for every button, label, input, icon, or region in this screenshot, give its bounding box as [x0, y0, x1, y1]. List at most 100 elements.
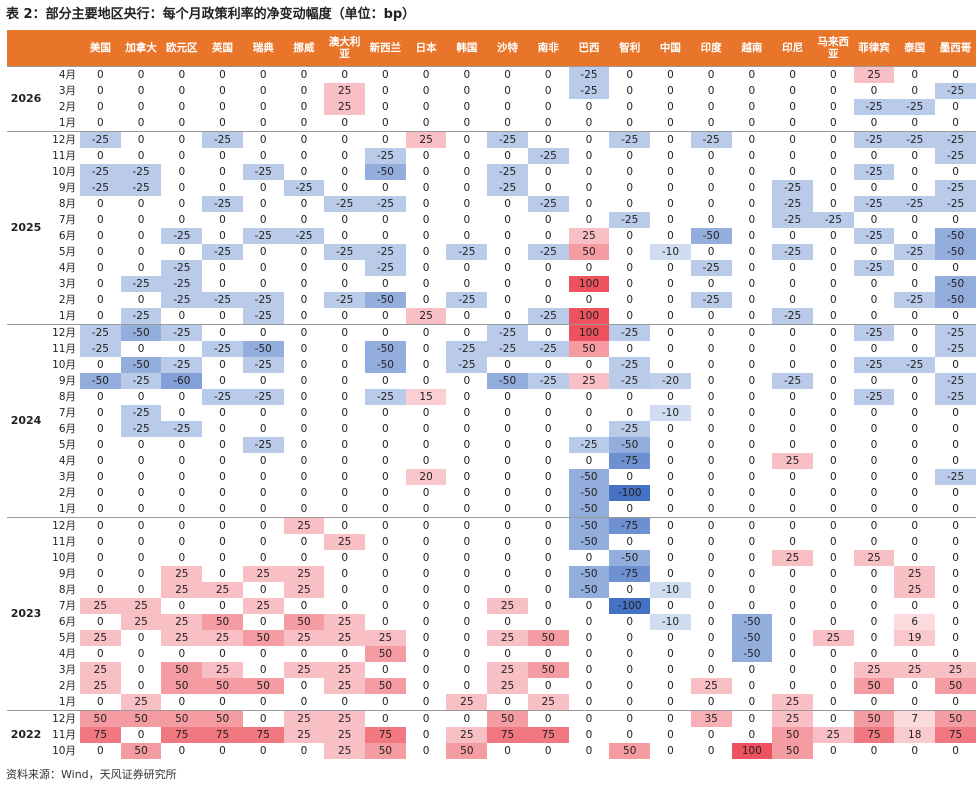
value-cell: -25	[446, 357, 488, 373]
value-cell: 0	[259, 503, 267, 515]
value-cell: 0	[667, 230, 674, 242]
value-cell: 0	[137, 455, 145, 467]
value-cell: 0	[690, 324, 732, 341]
value-cell: 0	[300, 101, 308, 113]
year-cell: 2022	[7, 710, 45, 759]
value-cell: 0	[829, 278, 837, 290]
value-cell: 0	[544, 214, 552, 226]
value-cell: 0	[585, 455, 593, 467]
table-row: 3月 0 0 0 0 0 0 25 0 0 0 0 0 -25 0 0 0 0 0 0 0 0 -25	[7, 83, 976, 99]
value-cell: -50	[365, 357, 406, 373]
value-cell: 0	[748, 150, 756, 162]
value-cell: 0	[911, 600, 919, 612]
value-cell: -25	[527, 308, 569, 325]
value-cell: -50	[609, 550, 651, 566]
value-cell: 0	[911, 262, 919, 274]
value-cell: 0	[911, 696, 919, 708]
value-cell: 0	[870, 117, 878, 129]
value-cell: -25	[527, 244, 569, 260]
value-cell: 0	[300, 214, 308, 226]
value-cell: -100	[609, 598, 651, 614]
value-cell: 0	[242, 131, 284, 148]
value-cell: 0	[894, 324, 936, 341]
value-cell: 0	[341, 278, 349, 290]
value-cell: 0	[80, 517, 121, 534]
table-row: 3月 25 0 50 25 0 25 25 0 0 0 25 50 0 0 0 0 0 0 0 25 25 25	[7, 662, 976, 678]
value-cell: 0	[341, 568, 349, 580]
value-cell: -25	[365, 389, 406, 405]
value-cell: 0	[731, 517, 773, 534]
value-cell: 0	[772, 66, 813, 83]
value-cell: 0	[422, 600, 430, 612]
value-cell: 0	[626, 664, 634, 676]
value-cell: 0	[463, 391, 471, 403]
value-cell: 0	[789, 439, 796, 451]
value-cell: 50	[161, 662, 203, 678]
value-cell: 0	[202, 66, 243, 83]
value-cell: 0	[650, 710, 691, 727]
value-cell: 0	[382, 455, 389, 467]
value-cell: 0	[789, 423, 796, 435]
month-cell: 7月	[58, 600, 76, 612]
value-cell: 0	[894, 517, 936, 534]
value-cell: 25	[894, 662, 936, 678]
value-cell: 50	[365, 678, 406, 694]
value-cell: 0	[219, 85, 226, 97]
value-cell: 0	[789, 664, 796, 676]
value-cell: -25	[446, 244, 488, 260]
value-cell: -25	[202, 341, 243, 357]
value-cell: 0	[707, 600, 715, 612]
value-cell: 0	[789, 600, 796, 612]
value-cell: 0	[382, 278, 389, 290]
value-cell: -10	[650, 244, 691, 260]
month-cell: 7月	[58, 407, 76, 419]
table-row: 10月 -25 -25 0 0 -25 0 0 -50 0 0 -25 0 0 0 0 0 0 0 0 -25 0 0	[7, 164, 976, 180]
value-cell: 0	[870, 375, 878, 387]
value-cell: 0	[527, 710, 569, 727]
value-cell: 0	[422, 198, 430, 210]
value-cell: 0	[748, 696, 756, 708]
value-cell: -25	[853, 357, 895, 373]
value-cell: 0	[324, 324, 366, 341]
value-cell: 0	[178, 407, 186, 419]
column-header: 瑞典	[242, 30, 284, 67]
value-cell: 0	[365, 324, 406, 341]
value-cell: 0	[259, 182, 267, 194]
month-cell: 11月	[52, 729, 76, 741]
value-cell: 25	[324, 534, 366, 550]
value-cell: -25	[772, 180, 813, 196]
value-cell: 0	[341, 117, 349, 129]
value-cell: 0	[178, 600, 186, 612]
value-cell: 0	[829, 745, 837, 757]
value-cell: 0	[463, 407, 471, 419]
value-cell: 0	[748, 117, 756, 129]
value-cell: 0	[300, 166, 308, 178]
value-cell: 0	[748, 101, 756, 113]
value-cell: 25	[283, 517, 325, 534]
value-cell: 0	[300, 391, 308, 403]
value-cell: 0	[382, 375, 389, 387]
value-cell: 0	[341, 230, 349, 242]
value-cell: 0	[219, 117, 226, 129]
value-cell: 50	[446, 743, 488, 759]
value-cell: 75	[527, 727, 569, 743]
value-cell: -50	[568, 501, 610, 518]
value-cell: 0	[829, 246, 837, 258]
value-cell: 0	[97, 214, 104, 226]
value-cell: 0	[422, 584, 430, 596]
value-cell: 0	[97, 423, 104, 435]
table-row: 1月 0 -25 0 0 -25 0 0 0 25 0 0 -25 100 0 0 0 0 -25 0 0 0 0	[7, 308, 976, 325]
column-header: 新西兰	[365, 30, 406, 67]
value-cell: -25	[161, 324, 203, 341]
table-row: 3月 0 -25 -25 0 0 0 0 0 0 0 0 0 100 0 0 0 0 0 0 0 0 -50	[7, 276, 976, 292]
value-cell: 0	[422, 294, 430, 306]
value-cell: 0	[259, 375, 267, 387]
table-row: 5月 0 0 0 -25 0 0 -25 -25 0 -25 0 -25 50 0 -10 0 0 -25 0 0 -25…	[7, 244, 976, 260]
value-cell: 0	[504, 745, 511, 757]
value-cell: 0	[219, 503, 226, 515]
value-cell: 0	[667, 423, 674, 435]
value-cell: 0	[527, 131, 569, 148]
value-cell: 0	[382, 423, 389, 435]
value-cell: 0	[667, 359, 674, 371]
value-cell: 0	[463, 648, 471, 660]
